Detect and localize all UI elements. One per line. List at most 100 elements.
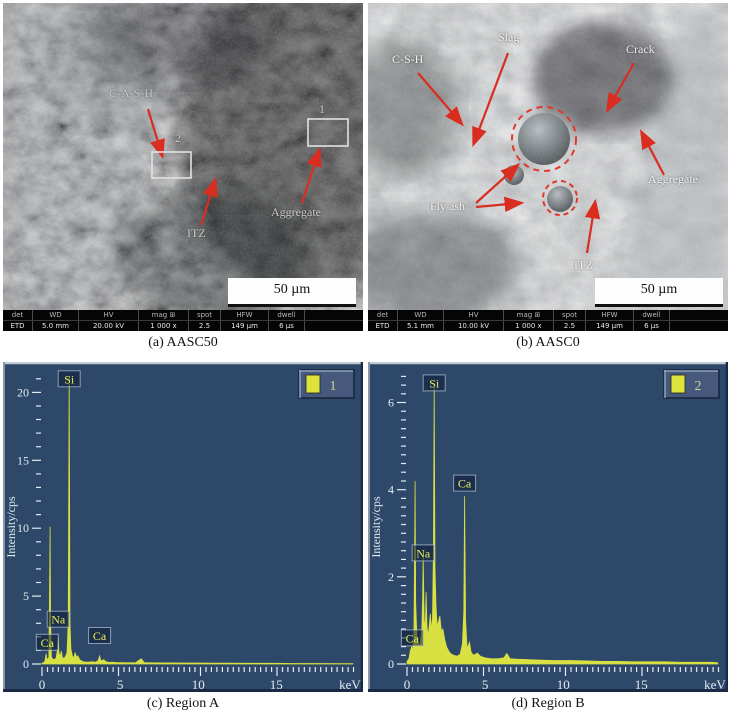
- info-header: WD: [398, 310, 444, 320]
- fly-ash-dashed-circle-small: [542, 180, 578, 216]
- legend-label: 2: [695, 379, 702, 394]
- y-axis-title: Intensity/cps: [369, 496, 383, 558]
- element-label-box: [46, 610, 70, 628]
- plot-background: [3, 362, 363, 692]
- svg-text:5: 5: [117, 677, 124, 692]
- annotation-overlay-a: [146, 108, 349, 226]
- x-axis-ticks: [406, 667, 720, 676]
- label-region1: 1: [319, 102, 325, 116]
- svg-text:5: 5: [482, 677, 489, 692]
- arrow-flyash-1: [475, 163, 521, 204]
- info-values-b: ETD 5.1 mm 10.00 kV 1 000 x 2.5 149 µm 6…: [368, 321, 728, 331]
- svg-text:20: 20: [17, 385, 29, 399]
- info-value: 1 000 x: [139, 321, 189, 331]
- arrow-csh: [417, 72, 464, 127]
- svg-text:6: 6: [388, 396, 394, 410]
- svg-text:2: 2: [388, 570, 394, 584]
- info-value: 149 µm: [586, 321, 634, 331]
- legend-swatch: [305, 374, 321, 394]
- info-value: 2.5: [554, 321, 586, 331]
- element-label-box: [411, 544, 435, 562]
- legend: 1: [298, 369, 355, 399]
- svg-text:0: 0: [39, 677, 46, 692]
- info-filler: [305, 310, 363, 320]
- arrow-itz: [199, 176, 218, 226]
- info-header: spot: [189, 310, 221, 320]
- label-aggregate-a: Aggregate: [271, 205, 321, 219]
- label-slag: Slag: [498, 30, 520, 44]
- info-header: HV: [79, 310, 139, 320]
- info-value: 10.00 kV: [444, 321, 504, 331]
- svg-text:10: 10: [192, 677, 205, 692]
- sem-micrograph-aasc0: C-S-H Slag Crack Aggregate Fly ash ITZ 5…: [368, 3, 728, 310]
- info-header: mag ⊞: [139, 310, 189, 320]
- svg-text:15: 15: [17, 453, 29, 467]
- region-2-box: [151, 151, 192, 179]
- label-itz-a: ITZ: [187, 226, 206, 240]
- caption-b: (b) AASC0: [516, 335, 580, 350]
- info-value: 5.0 mm: [33, 321, 79, 331]
- svg-text:0: 0: [23, 657, 29, 671]
- arrow-flyash-2: [475, 196, 525, 213]
- eds-chart-svg-b: 0 2 4 6 0 5 10 15 keV Intensity/cps Ca Na Si Ca 2: [368, 362, 728, 692]
- x-axis-ticks: [41, 667, 355, 676]
- eds-chart-region-b: 0 2 4 6 0 5 10 15 keV Intensity/cps Ca Na Si Ca 2: [368, 362, 728, 692]
- info-values-a: ETD 5.0 mm 20.00 kV 1 000 x 2.5 149 µm 6…: [3, 321, 363, 331]
- element-label: Si: [64, 372, 75, 386]
- y-axis-ticks: [32, 378, 41, 665]
- caption-d: (d) Region B: [511, 696, 585, 711]
- info-header: dwell: [269, 310, 305, 320]
- x-axis-labels: 0 5 10 15: [39, 677, 283, 692]
- element-peak-labels: Ca Na Si Ca: [400, 374, 477, 647]
- label-csh: C-S-H: [392, 52, 424, 66]
- sem-panel-aasc0: C-S-H Slag Crack Aggregate Fly ash ITZ 5…: [368, 3, 728, 331]
- caption-a: (a) AASC50: [148, 335, 218, 350]
- svg-text:10: 10: [557, 677, 570, 692]
- svg-text:15: 15: [270, 677, 283, 692]
- info-value: 6 µs: [634, 321, 670, 331]
- info-header: dwell: [634, 310, 670, 320]
- info-value: 20.00 kV: [79, 321, 139, 331]
- element-label: Ca: [41, 636, 55, 650]
- element-label-box: [422, 374, 446, 392]
- svg-text:5: 5: [23, 589, 29, 603]
- info-filler: [305, 321, 363, 331]
- element-label: Si: [429, 376, 440, 390]
- legend-swatch: [670, 374, 686, 394]
- element-label: Na: [416, 546, 431, 560]
- arrow-aggregate-b: [639, 129, 665, 176]
- info-headers-a: det WD HV mag ⊞ spot HFW dwell: [3, 310, 363, 321]
- info-header: HV: [444, 310, 504, 320]
- sem-panel-aasc50: C-A-S-H 2 1 Aggregate ITZ 50 µm det WD H…: [3, 3, 363, 331]
- element-peak-labels: Ca Na Si Ca: [35, 370, 112, 651]
- element-label: Na: [51, 613, 66, 627]
- chart-frame: [368, 362, 728, 692]
- info-value: ETD: [3, 321, 33, 331]
- label-crack: Crack: [626, 42, 655, 56]
- info-value: ETD: [368, 321, 398, 331]
- sem-info-bar-a: det WD HV mag ⊞ spot HFW dwell ETD 5.0 m…: [3, 310, 363, 331]
- svg-text:15: 15: [635, 677, 648, 692]
- label-itz-b: ITZ: [574, 258, 593, 272]
- info-header: mag ⊞: [504, 310, 554, 320]
- info-header: HFW: [586, 310, 634, 320]
- scale-bar-b: 50 µm: [595, 278, 723, 307]
- x-axis-unit: keV: [339, 677, 361, 692]
- element-label-box: [453, 474, 477, 492]
- element-label-box: [88, 627, 112, 644]
- label-flyash: Fly ash: [430, 199, 466, 213]
- svg-text:4: 4: [388, 483, 394, 497]
- svg-text:0: 0: [388, 657, 394, 671]
- legend: 2: [663, 369, 720, 399]
- caption-c: (c) Region A: [146, 696, 220, 711]
- info-headers-b: det WD HV mag ⊞ spot HFW dwell: [368, 310, 728, 321]
- element-label-box: [400, 629, 424, 647]
- eds-chart-svg-a: 0 5 10 15 20 0 5 10 15 keV Intensity/cps Ca Na Si Ca 1: [3, 362, 363, 692]
- fly-ash-dashed-circle-large: [511, 106, 577, 172]
- info-filler: [670, 310, 728, 320]
- element-label: Ca: [93, 629, 107, 643]
- svg-text:10: 10: [17, 521, 29, 535]
- arrow-crack: [605, 62, 635, 113]
- info-header: det: [368, 310, 398, 320]
